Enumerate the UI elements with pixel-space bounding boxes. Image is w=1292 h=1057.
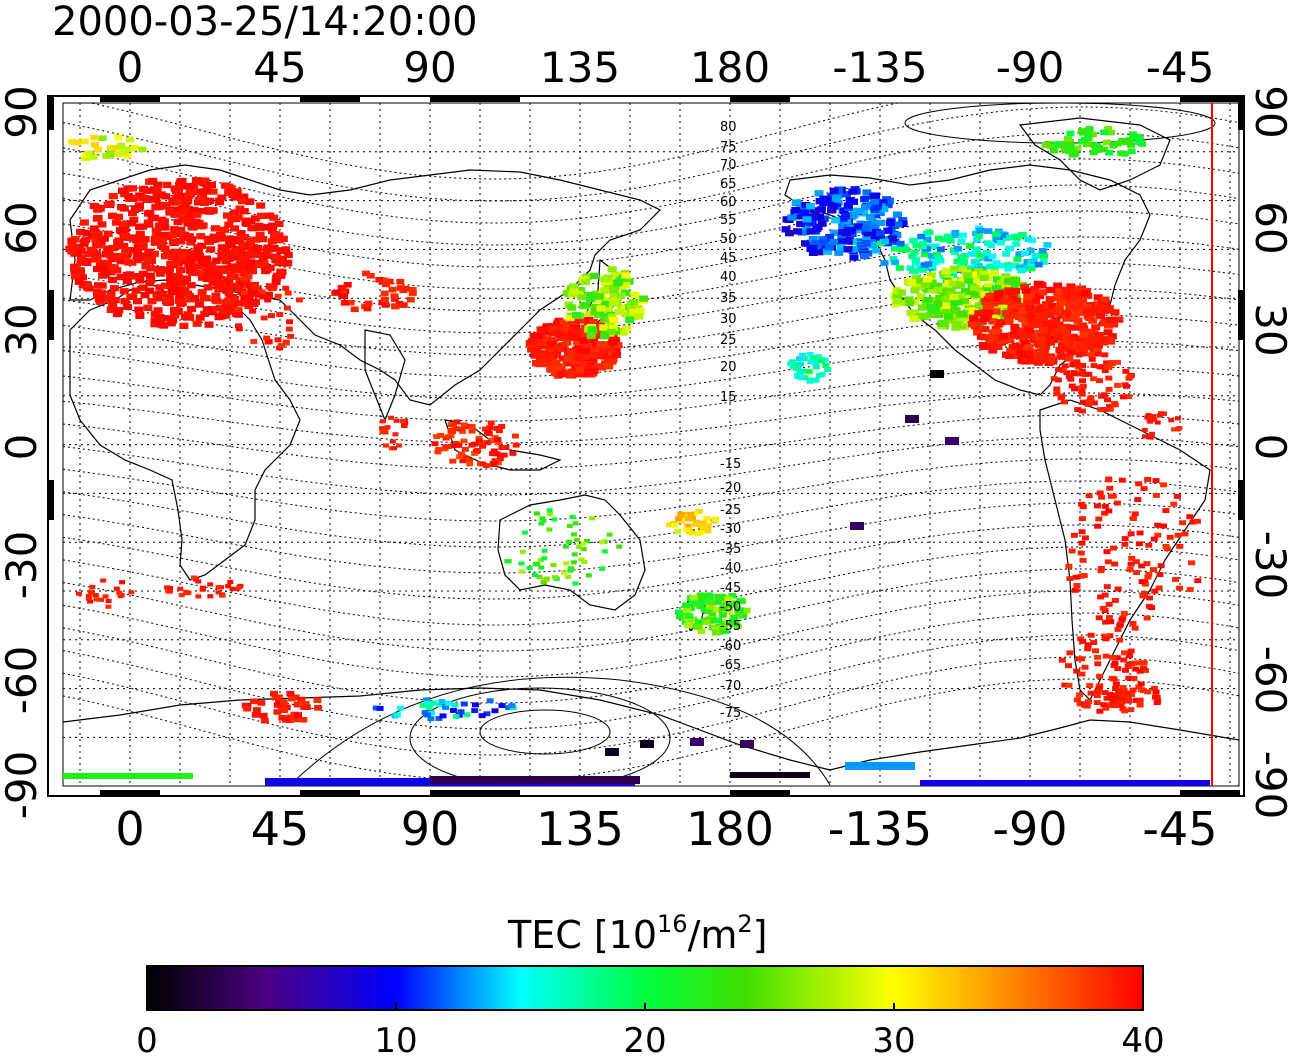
contour-label-north: 65 <box>720 177 737 192</box>
right-lat-label: 0 <box>1246 434 1292 461</box>
contour-label-north: 50 <box>720 232 737 247</box>
colorbar: TEC [1016/m2] 0 10 20 30 40 <box>136 910 1164 1057</box>
colorbar-tick-label: 0 <box>136 1021 158 1057</box>
bottom-lon-label: -90 <box>992 802 1067 856</box>
contour-label-south: -35 <box>720 542 741 557</box>
top-longitude-labels: 0 45 90 135 180 -135 -90 -45 <box>117 43 1215 92</box>
colorbar-tick-labels: 0 10 20 30 40 <box>136 1003 1165 1057</box>
contour-label-south: -15 <box>720 457 741 472</box>
contour-labels: 80 75 70 65 60 55 50 45 40 35 30 25 20 15 -15 -20 -25 -30… <box>720 120 741 721</box>
right-lat-label: 30 <box>1246 303 1292 356</box>
top-lon-label: -90 <box>996 43 1065 92</box>
top-lon-label: -135 <box>832 43 927 92</box>
colorbar-tick-label: 20 <box>623 1021 666 1057</box>
timestamp-label: 2000-03-25/14:20:00 <box>52 0 478 45</box>
bottom-longitude-labels: 0 45 90 135 180 -135 -90 -45 <box>115 802 1217 856</box>
left-lat-label: 30 <box>0 303 46 356</box>
contour-label-south: -60 <box>720 639 741 654</box>
left-lat-label: -60 <box>0 646 46 715</box>
contour-label-north: 80 <box>720 120 737 135</box>
right-lat-label: -60 <box>1246 646 1292 715</box>
left-lat-label: -90 <box>0 751 46 820</box>
bottom-lon-label: -135 <box>828 802 932 856</box>
contour-label-south: -20 <box>720 481 741 496</box>
contour-label-north: 60 <box>720 195 737 210</box>
contour-label-north: 15 <box>720 390 737 405</box>
colorbar-gradient <box>146 965 1144 1011</box>
left-lat-label: 90 <box>0 85 46 138</box>
contour-label-north: 40 <box>720 270 737 285</box>
contour-label-south: -25 <box>720 503 741 518</box>
right-lat-label: -90 <box>1246 751 1292 820</box>
colorbar-tick-label: 30 <box>872 1021 915 1057</box>
right-lat-label: -30 <box>1246 531 1292 600</box>
contour-label-north: 35 <box>720 291 737 306</box>
contour-label-north: 70 <box>720 158 737 173</box>
bottom-lon-label: 135 <box>536 802 624 856</box>
bottom-lon-label: 45 <box>251 802 310 856</box>
bottom-lon-label: 0 <box>115 802 144 856</box>
colorbar-title: TEC [1016/m2] <box>507 910 768 957</box>
contour-label-south: -40 <box>720 561 741 576</box>
top-lon-label: 90 <box>403 43 456 92</box>
contour-label-north: 30 <box>720 312 737 327</box>
bottom-lon-label: 180 <box>686 802 774 856</box>
tec-data-points <box>63 126 1210 786</box>
contour-label-south: -55 <box>720 619 741 634</box>
colorbar-tick-label: 10 <box>374 1021 417 1057</box>
frame-tick-marks <box>48 96 1244 796</box>
top-lon-label: -45 <box>1146 43 1215 92</box>
top-lon-label: 135 <box>540 43 620 92</box>
contour-label-north: 75 <box>720 140 737 155</box>
left-lat-label: -30 <box>0 531 46 600</box>
left-latitude-labels: 90 60 30 0 -30 -60 -90 <box>0 85 46 819</box>
top-lon-label: 45 <box>253 43 306 92</box>
bottom-lon-label: -45 <box>1142 802 1217 856</box>
top-lon-label: 180 <box>690 43 770 92</box>
map-area: 80 75 70 65 60 55 50 45 40 35 30 25 20 15 -15 -20 -25 -30… <box>47 95 1245 797</box>
contour-label-north: 45 <box>720 251 737 266</box>
contour-label-north: 55 <box>720 213 737 228</box>
right-lat-label: 90 <box>1246 85 1292 138</box>
contour-label-south: -75 <box>720 706 741 721</box>
contour-label-south: -30 <box>720 522 741 537</box>
contour-label-south: -50 <box>720 600 741 615</box>
bottom-lon-label: 90 <box>401 802 460 856</box>
colorbar-tick-label: 40 <box>1121 1021 1164 1057</box>
left-lat-label: 60 <box>0 201 46 254</box>
contour-label-north: 20 <box>720 360 737 375</box>
right-latitude-labels: 90 60 30 0 -30 -60 -90 <box>1246 85 1292 819</box>
contour-label-north: 25 <box>720 333 737 348</box>
contour-label-south: -65 <box>720 658 741 673</box>
right-lat-label: 60 <box>1246 201 1292 254</box>
left-lat-label: 0 <box>0 434 46 461</box>
top-lon-label: 0 <box>117 43 144 92</box>
contour-label-south: -45 <box>720 581 741 596</box>
contour-label-south: -70 <box>720 679 741 694</box>
